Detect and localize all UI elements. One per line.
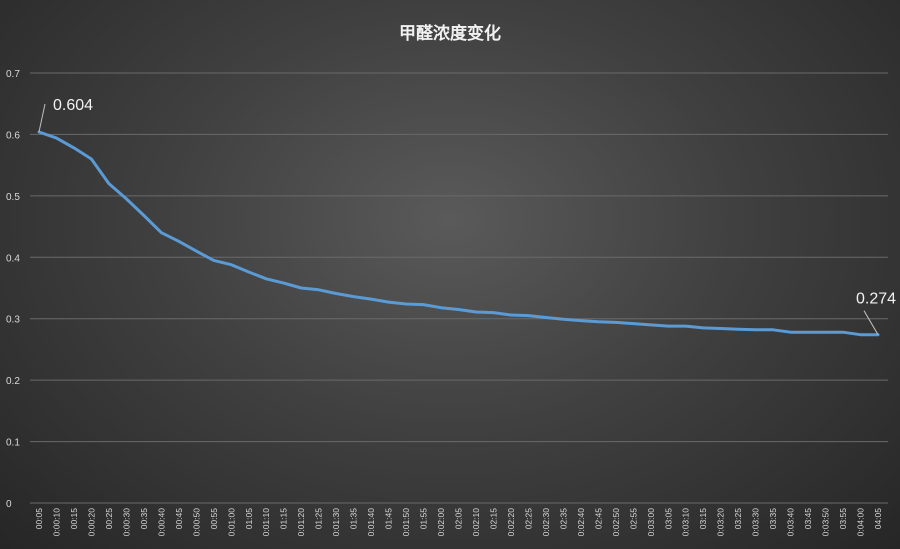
x-tick-label: 0:03:40 — [786, 508, 796, 537]
x-tick-label: 02:05 — [454, 508, 464, 530]
y-tick-label: 0.7 — [6, 69, 20, 80]
x-tick-label: 0:01:00 — [226, 508, 236, 537]
x-tick-label: 0:02:20 — [506, 508, 516, 537]
x-tick-label: 0:01:40 — [366, 508, 376, 537]
x-tick-label: 00:45 — [174, 508, 184, 530]
x-tick-label: 0:01:50 — [401, 508, 411, 537]
x-tick-label: 01:35 — [349, 508, 359, 530]
y-tick-label: 0.2 — [6, 376, 20, 387]
y-tick-label: 0.4 — [6, 253, 20, 264]
x-tick-label: 02:35 — [558, 508, 568, 530]
y-tick-label: 0.1 — [6, 438, 20, 449]
x-tick-label: 01:15 — [279, 508, 289, 530]
x-tick-label: 01:25 — [314, 508, 324, 530]
x-tick-label: 0:02:10 — [471, 508, 481, 537]
data-label: 0.274 — [856, 291, 896, 308]
x-tick-label: 00:15 — [69, 508, 79, 530]
gridlines — [30, 72, 888, 504]
x-tick-label: 00:55 — [209, 508, 219, 530]
data-label-leader — [863, 310, 879, 335]
x-tick-label: 03:45 — [803, 508, 813, 530]
x-tick-label: 01:55 — [419, 508, 429, 530]
x-tick-label: 0:03:20 — [716, 508, 726, 537]
y-axis: 0 0.1 0.2 0.3 0.4 0.5 0.6 0.7 — [6, 69, 20, 510]
data-label: 0.604 — [53, 97, 93, 114]
x-tick-label: 0:02:30 — [541, 508, 551, 537]
x-tick-label: 0:01:20 — [296, 508, 306, 537]
y-tick-label: 0.6 — [6, 130, 20, 141]
x-tick-label: 01:45 — [384, 508, 394, 530]
x-tick-label: 0:03:00 — [646, 508, 656, 537]
x-tick-label: 0:02:50 — [611, 508, 621, 537]
x-tick-label: 0:00:50 — [191, 508, 201, 537]
y-tick-label: 0 — [6, 499, 12, 510]
x-tick-label: 0:00:10 — [51, 508, 61, 537]
x-tick-label: 0:00:30 — [121, 508, 131, 537]
y-tick-label: 0.3 — [6, 315, 20, 326]
x-tick-label: 0:02:40 — [576, 508, 586, 537]
x-tick-label: 0:03:30 — [751, 508, 761, 537]
x-tick-label: 03:05 — [663, 508, 673, 530]
x-tick-label: 0:00:20 — [86, 508, 96, 537]
x-tick-label: 03:25 — [733, 508, 743, 530]
x-tick-label: 02:55 — [628, 508, 638, 530]
x-tick-label: 04:05 — [873, 508, 883, 530]
series-line — [37, 130, 880, 337]
x-axis: 00:05 0:00:10 00:15 0:00:20 00:25 0:00:30 00:3… — [34, 508, 883, 537]
y-tick-label: 0.5 — [6, 192, 20, 203]
chart-title: 甲醛浓度变化 — [399, 23, 501, 44]
x-tick-label: 0:01:30 — [331, 508, 341, 537]
x-tick-label: 01:05 — [244, 508, 254, 530]
x-tick-label: 0:00:40 — [156, 508, 166, 537]
x-tick-label: 00:25 — [104, 508, 114, 530]
data-label-leader — [38, 103, 46, 133]
x-tick-label: 03:35 — [768, 508, 778, 530]
x-tick-label: 02:15 — [488, 508, 498, 530]
series-formaldehyde — [37, 130, 880, 337]
x-tick-label: 0:01:10 — [261, 508, 271, 537]
x-tick-label: 00:35 — [139, 508, 149, 530]
data-labels: 0.604 0.274 — [38, 97, 896, 335]
x-tick-label: 00:05 — [34, 508, 44, 530]
x-tick-label: 03:15 — [698, 508, 708, 530]
x-tick-label: 02:45 — [593, 508, 603, 530]
x-tick-label: 0:03:50 — [821, 508, 831, 537]
x-tick-label: 0:03:10 — [681, 508, 691, 537]
x-tick-label: 03:55 — [838, 508, 848, 530]
x-tick-label: 02:25 — [523, 508, 533, 530]
x-tick-label: 0:02:00 — [436, 508, 446, 537]
x-tick-label: 0:04:00 — [856, 508, 866, 537]
